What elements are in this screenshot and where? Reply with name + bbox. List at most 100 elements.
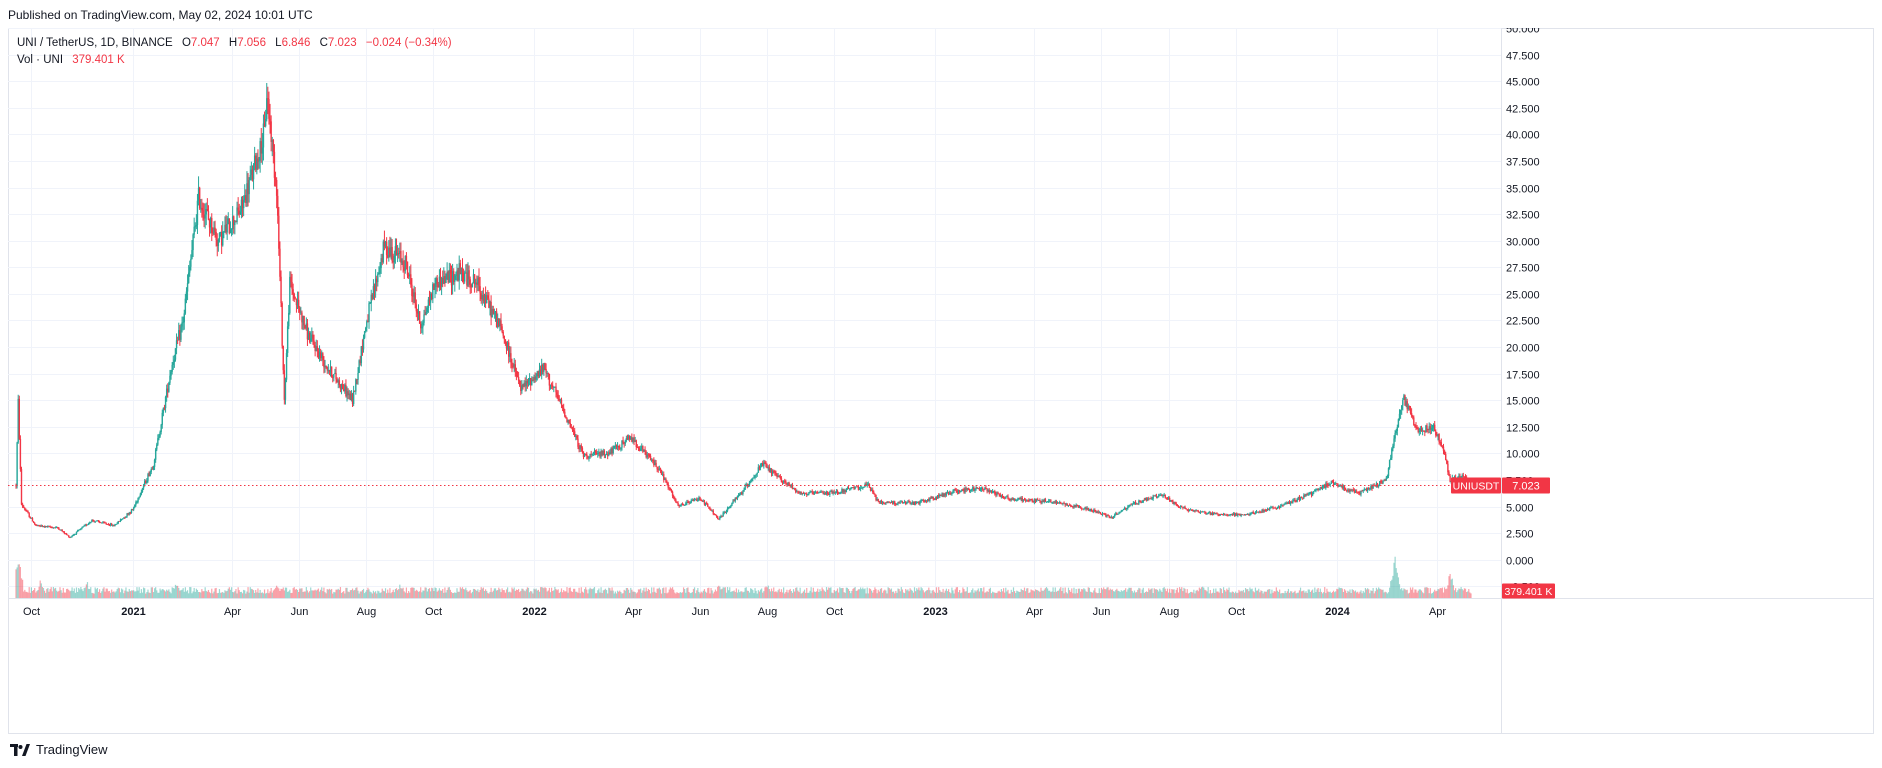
- volume-bar: [321, 587, 323, 598]
- volume-bar: [329, 589, 332, 598]
- candle-body: [197, 187, 200, 201]
- candle-body: [229, 229, 232, 234]
- volume-bar: [192, 591, 194, 598]
- candle-body: [145, 481, 147, 483]
- volume-bar: [563, 590, 565, 598]
- volume-bar: [1054, 587, 1056, 598]
- candle-body: [936, 495, 939, 499]
- volume-bar: [399, 584, 401, 598]
- candle-body: [93, 520, 95, 522]
- candle-body: [982, 487, 984, 490]
- volume-bar: [869, 588, 872, 598]
- candle-body: [1155, 495, 1158, 497]
- volume-bar: [799, 587, 801, 598]
- last-price-tag[interactable]: UNIUSDT 7.023: [1451, 477, 1550, 494]
- candle-body: [360, 346, 363, 364]
- candle-body: [1405, 401, 1407, 406]
- candle-body: [156, 444, 158, 450]
- candle-body: [857, 487, 860, 490]
- candle-body: [694, 499, 697, 501]
- volume-tag[interactable]: 379.401 K: [1502, 583, 1555, 599]
- candle-body: [202, 210, 204, 215]
- volume-bar: [1221, 593, 1224, 598]
- candle-body: [611, 448, 613, 454]
- volume-bar: [215, 587, 217, 598]
- volume-bar: [836, 588, 839, 598]
- candle-body: [417, 311, 420, 314]
- volume-bar: [89, 588, 91, 598]
- candle-body: [44, 525, 47, 527]
- candle-body: [240, 199, 243, 212]
- candle-body: [1165, 497, 1168, 499]
- candle-body: [1066, 503, 1069, 506]
- candle-body: [1320, 487, 1323, 489]
- volume-bar: [894, 593, 896, 598]
- volume-bar: [839, 587, 841, 598]
- price-tick-label: 17.500: [1506, 370, 1540, 382]
- candle-body: [1124, 508, 1127, 510]
- volume-bar: [212, 593, 214, 598]
- candle-series[interactable]: [15, 82, 1472, 539]
- volume-bar: [971, 590, 973, 598]
- candle-body: [1363, 488, 1366, 490]
- volume-bar: [965, 591, 967, 598]
- volume-bar: [684, 588, 686, 598]
- volume-bar: [911, 590, 913, 598]
- volume-bar: [1257, 590, 1259, 598]
- volume-bar: [695, 593, 697, 598]
- candle-body: [1051, 502, 1053, 504]
- candle-body: [1090, 509, 1093, 512]
- candle-body: [832, 491, 834, 494]
- volume-bar: [1019, 591, 1021, 598]
- candle-body: [921, 500, 923, 501]
- price-chart[interactable]: 50.00047.50045.00042.50040.00037.50035.0…: [8, 28, 1874, 734]
- price-axis[interactable]: 50.00047.50045.00042.50040.00037.50035.0…: [1506, 28, 1540, 594]
- candle-body: [646, 454, 648, 458]
- volume-bar: [1160, 590, 1162, 598]
- candle-body: [1263, 509, 1265, 512]
- volume-bar: [1088, 587, 1090, 598]
- candle-body: [1212, 513, 1215, 516]
- volume-label[interactable]: Vol · UNI: [17, 54, 64, 66]
- volume-bar: [1194, 593, 1196, 598]
- candle-body: [120, 519, 123, 520]
- candle-body: [510, 353, 512, 363]
- candle-body: [322, 353, 324, 361]
- volume-bar: [1044, 588, 1046, 598]
- candle-body: [1365, 488, 1368, 492]
- volume-bar: [974, 590, 976, 598]
- candle-body: [479, 286, 481, 294]
- candle-body: [418, 311, 421, 324]
- volume-bar: [724, 587, 726, 598]
- volume-bar: [259, 589, 261, 598]
- candle-body: [370, 294, 372, 304]
- volume-bar: [372, 590, 375, 598]
- time-axis[interactable]: Oct 2021 Apr Jun Aug Oct 2022 Apr Jun Aug Oct 2023 A…: [23, 606, 1446, 618]
- candle-body: [1398, 413, 1401, 420]
- volume-bar: [830, 587, 832, 598]
- candle-body: [460, 268, 463, 275]
- candle-body: [526, 380, 529, 384]
- candle-body: [476, 282, 478, 285]
- candle-body: [484, 295, 487, 304]
- candle-body: [770, 468, 773, 474]
- footer-branding[interactable]: TradingView: [10, 742, 108, 757]
- candle-body: [952, 490, 954, 494]
- volume-bar: [38, 586, 40, 598]
- volume-bar: [882, 592, 884, 598]
- low-label: L: [275, 37, 282, 49]
- volume-bar: [752, 590, 754, 598]
- candle-body: [263, 123, 266, 127]
- candle-body: [976, 487, 978, 489]
- candle-body: [954, 489, 956, 491]
- symbol-label[interactable]: UNI / TetherUS, 1D, BINANCE: [17, 37, 173, 49]
- chart-frame[interactable]: 50.000 47.500 45.000 42.500 40.000 37.500 35.0…: [8, 28, 1874, 734]
- candle-body: [1204, 511, 1206, 513]
- volume-bar: [862, 587, 864, 598]
- volume-bar: [565, 591, 567, 598]
- candle-body: [1249, 513, 1251, 516]
- candle-body: [870, 489, 873, 491]
- volume-bar: [283, 590, 285, 598]
- candle-body: [193, 226, 195, 235]
- volume-bar: [1106, 587, 1108, 598]
